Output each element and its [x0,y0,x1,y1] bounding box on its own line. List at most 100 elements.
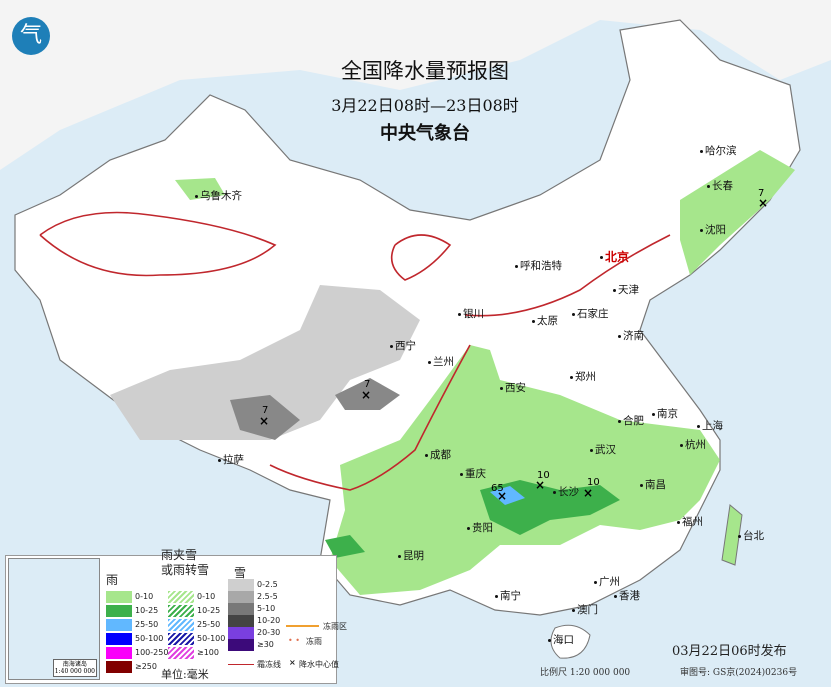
city-label: 南宁 [495,588,521,603]
legend-swatch-mixed [168,619,194,631]
city-label: 济南 [618,328,644,343]
svg-text:×: × [535,478,545,492]
svg-text:×: × [361,388,371,402]
legend-snow-title: 雪 [234,566,247,580]
city-label: 香港 [614,588,640,603]
city-label: 北京 [600,248,629,265]
legend-swatch-rain [106,647,132,659]
legend-label-mixed: ≥100 [197,648,219,657]
center-cross-icon: × [289,658,296,667]
legend-center-value: 降水中心值 [299,660,339,669]
precip-center-value: 10 [587,477,600,488]
legend-swatch-mixed [168,605,194,617]
legend-label-mixed: 25-50 [197,620,221,629]
legend-label-snow: 0-2.5 [257,580,278,589]
city-label: 昆明 [398,548,424,563]
scale-text: 比例尺 1:20 000 000 [540,668,631,678]
city-label: 重庆 [460,466,486,481]
legend-swatch-mixed [168,633,194,645]
legend-label-rain: ≥250 [135,662,157,671]
freezing-rain-dots-icon: • • [288,636,300,645]
precip-center-value: 7 [758,188,765,199]
map-title: 全国降水量预报图 [341,59,509,83]
freezing-rain-area-line [286,625,319,627]
cma-logo: 气 [12,17,50,55]
legend-swatch-snow [228,615,254,627]
rain-area-moderate [325,535,365,558]
legend-mixed-title: 雨夹雪 或雨转雪 [161,548,210,577]
city-label: 哈尔滨 [700,143,737,158]
forecast-period: 3月22日08时—23日08时 [331,96,519,115]
city-label: 郑州 [570,369,596,384]
legend: 南海诸岛 1:40 000 000 雨 雨夹雪 或雨转雪 雪 0-10 10-25… [5,548,347,684]
legend-freezing-rain-area: 冻雨区 [323,622,347,631]
legend-unit: 单位:毫米 [161,668,209,681]
city-label: 南京 [652,406,678,421]
precip-center-value: 65 [491,483,504,494]
legend-frost-line: 霜冻线 [257,660,281,669]
publish-time: 03月22日06时发布 [672,644,787,659]
legend-swatch-snow [228,639,254,651]
city-label: 银川 [458,306,484,321]
legend-swatch-snow [228,579,254,591]
frost-line-sample [228,664,254,665]
snow-area-heavy [230,395,300,440]
legend-label-mixed: 0-10 [197,592,216,601]
legend-label-snow: 10-20 [257,616,281,625]
legend-label-rain: 25-50 [135,620,159,629]
legend-swatch-rain [106,605,132,617]
city-label: 石家庄 [572,306,609,321]
svg-text:×: × [497,489,507,503]
legend-label-rain: 10-25 [135,606,159,615]
legend-rain-title: 雨 [106,573,119,587]
city-label: 呼和浩特 [515,258,562,273]
svg-text:×: × [259,414,269,428]
city-label: 澳门 [572,602,598,617]
svg-text:×: × [583,486,593,500]
city-label: 福州 [677,514,703,529]
legend-label-mixed: 50-100 [197,634,226,643]
city-label: 沈阳 [700,222,726,237]
city-label: 武汉 [590,442,616,457]
city-label: 合肥 [618,413,644,428]
city-label: 拉萨 [218,452,244,467]
city-label: 长春 [707,178,733,193]
legend-label-mixed: 10-25 [197,606,221,615]
rain-area-northeast [680,150,795,275]
review-number: 审图号: GS京(2024)0236号 [680,668,798,678]
city-label: 长沙 [553,484,579,499]
legend-swatch-snow [228,603,254,615]
issuer: 中央气象台 [380,123,470,144]
city-label: 西安 [500,380,526,395]
legend-label-rain: 100-250 [135,648,169,657]
frost-line [39,211,671,491]
inset-caption-text: 南海诸岛 1:40 000 000 [54,661,95,675]
city-label: 南昌 [640,477,666,492]
legend-swatch-mixed [168,591,194,603]
legend-swatch-rain [106,619,132,631]
legend-swatch-mixed [168,647,194,659]
snow-area-light [110,285,420,440]
precip-center-markers: × × × × × × [259,196,768,503]
city-label: 台北 [738,528,764,543]
city-label: 天津 [613,282,639,297]
city-label: 上海 [697,418,723,433]
city-label: 兰州 [428,354,454,369]
precip-center-value: 7 [364,379,371,390]
svg-text:×: × [758,196,768,210]
city-label: 海口 [548,632,574,647]
city-label: 贵阳 [467,520,493,535]
city-label: 乌鲁木齐 [195,188,242,203]
legend-label-rain: 50-100 [135,634,164,643]
city-label: 成都 [425,447,451,462]
legend-label-rain: 0-10 [135,592,154,601]
legend-label-snow: 20-30 [257,628,281,637]
legend-swatch-snow [228,591,254,603]
precip-center-value: 10 [537,470,550,481]
legend-swatch-rain [106,591,132,603]
city-label: 广州 [594,574,620,589]
legend-freezing-rain: 冻雨 [306,637,322,646]
city-label: 太原 [532,313,558,328]
inset-caption: 南海诸岛 1:40 000 000 [52,659,97,677]
